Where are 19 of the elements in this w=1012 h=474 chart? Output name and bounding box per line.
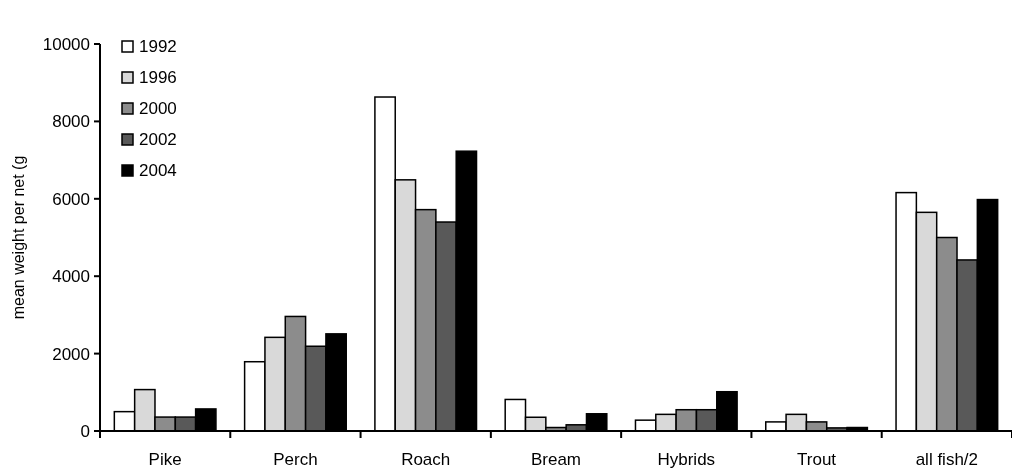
x-tick-label: Bream bbox=[530, 450, 582, 469]
x-tick-label: Roach bbox=[401, 450, 451, 469]
x-tick-label: Hybrids bbox=[657, 450, 716, 469]
y-tick-label: 4000 bbox=[52, 267, 90, 287]
y-axis-title: mean weight per net (g bbox=[10, 155, 27, 320]
y-tick-label: 8000 bbox=[52, 112, 90, 132]
legend-label: 2004 bbox=[139, 160, 177, 180]
x-tick-label: Trout bbox=[797, 450, 837, 469]
y-tick-label: 10000 bbox=[42, 34, 90, 54]
legend-label: 2000 bbox=[139, 98, 177, 118]
y-tick-label: 6000 bbox=[52, 189, 90, 209]
legend-label: 2002 bbox=[139, 129, 177, 149]
x-tick-label: Pike bbox=[148, 450, 182, 469]
x-tick-label: Perch bbox=[273, 450, 318, 469]
legend-label: 1996 bbox=[139, 67, 177, 87]
legend-label: 1992 bbox=[139, 36, 177, 56]
y-tick-label: 2000 bbox=[52, 344, 90, 364]
x-tick-label: all fish/2 bbox=[915, 450, 979, 469]
y-tick-label: 0 bbox=[80, 421, 90, 441]
